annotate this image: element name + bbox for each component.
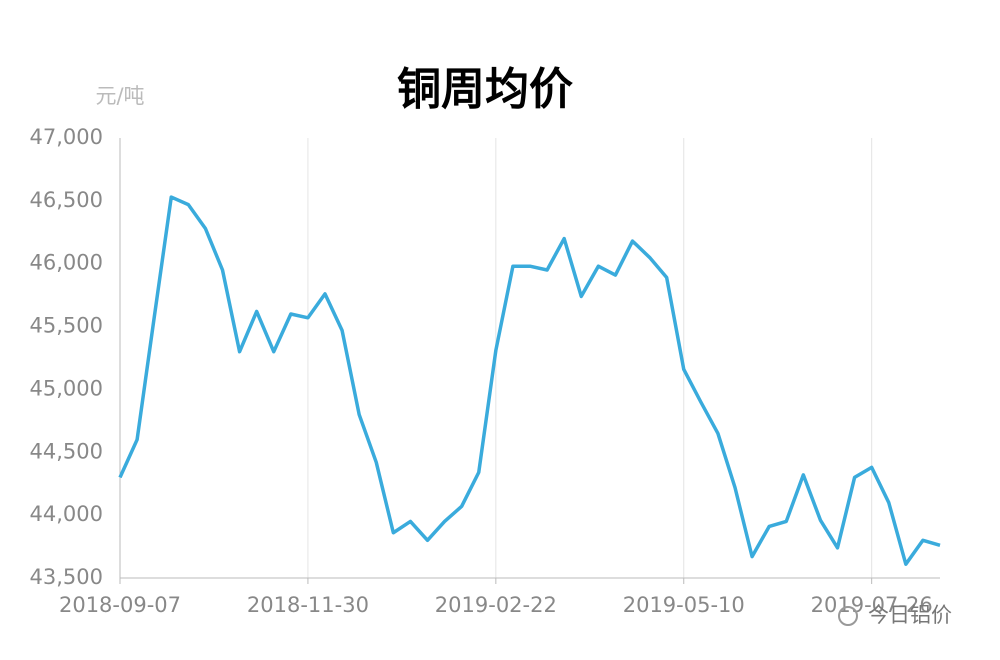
y-tick-label: 46,500 [30, 188, 103, 212]
chart-title: 铜周均价 [397, 64, 573, 115]
y-tick-label: 43,500 [30, 565, 103, 589]
x-tick-label: 2019-02-22 [435, 593, 557, 617]
y-tick-label: 47,000 [30, 125, 103, 149]
x-tick-label: 2018-11-30 [247, 593, 369, 617]
watermark: 今日铝价 [868, 603, 952, 627]
watermark-icon [838, 606, 858, 626]
y-tick-label: 45,000 [30, 376, 103, 400]
y-tick-label: 44,500 [30, 439, 103, 463]
x-tick-label: 2018-09-07 [59, 593, 181, 617]
y-tick-label: 46,000 [30, 251, 103, 275]
x-tick-label: 2019-07-26 [811, 593, 933, 617]
line [118, 195, 941, 566]
y-tick-label: 44,000 [30, 502, 103, 526]
y-tick-label: 45,500 [30, 314, 103, 338]
y-unit: 元/吨 [95, 84, 144, 108]
x-tick-label: 2019-05-10 [623, 593, 745, 617]
